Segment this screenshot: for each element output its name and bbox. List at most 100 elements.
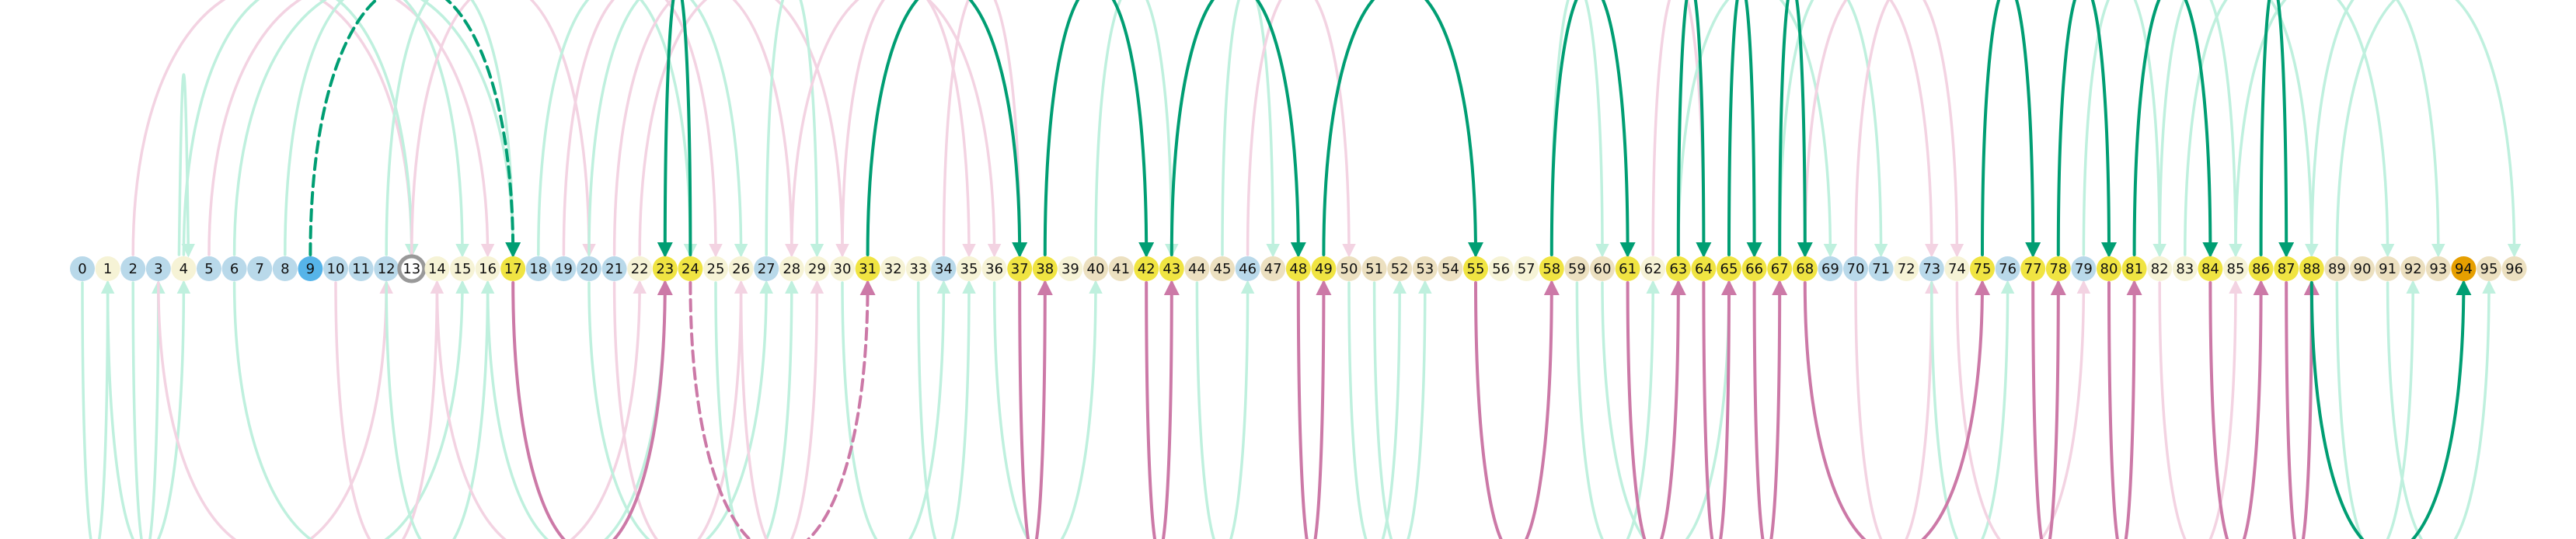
node-94[interactable]: 94 (2451, 256, 2477, 281)
node-90[interactable]: 90 (2350, 256, 2375, 281)
node-56[interactable]: 56 (1488, 256, 1514, 281)
node-22[interactable]: 22 (627, 256, 653, 281)
node-46[interactable]: 46 (1235, 256, 1260, 281)
node-7[interactable]: 7 (247, 256, 273, 281)
node-11[interactable]: 11 (348, 256, 374, 281)
node-48[interactable]: 48 (1285, 256, 1311, 281)
node-4[interactable]: 4 (171, 256, 197, 281)
node-28[interactable]: 28 (779, 256, 804, 281)
node-9[interactable]: 9 (298, 256, 323, 281)
node-82[interactable]: 82 (2147, 256, 2173, 281)
node-68[interactable]: 68 (1792, 256, 1818, 281)
node-0[interactable]: 0 (70, 256, 95, 281)
node-45[interactable]: 45 (1210, 256, 1235, 281)
node-49[interactable]: 49 (1311, 256, 1337, 281)
node-1[interactable]: 1 (95, 256, 120, 281)
node-52[interactable]: 52 (1387, 256, 1413, 281)
node-95[interactable]: 95 (2477, 256, 2501, 281)
node-20[interactable]: 20 (577, 256, 601, 281)
node-40[interactable]: 40 (1083, 256, 1108, 281)
node-21[interactable]: 21 (601, 256, 627, 281)
node-25[interactable]: 25 (703, 256, 728, 281)
node-65[interactable]: 65 (1717, 256, 1741, 281)
node-3[interactable]: 3 (145, 256, 171, 281)
node-36[interactable]: 36 (981, 256, 1007, 281)
node-66[interactable]: 66 (1741, 256, 1767, 281)
node-23[interactable]: 23 (652, 256, 678, 281)
node-42[interactable]: 42 (1134, 256, 1159, 281)
node-78[interactable]: 78 (2045, 256, 2071, 281)
node-63[interactable]: 63 (1665, 256, 1691, 281)
node-62[interactable]: 62 (1640, 256, 1666, 281)
node-15[interactable]: 15 (450, 256, 475, 281)
node-34[interactable]: 34 (931, 256, 957, 281)
node-74[interactable]: 74 (1944, 256, 1970, 281)
node-60[interactable]: 60 (1590, 256, 1615, 281)
node-75[interactable]: 75 (1970, 256, 1995, 281)
node-80[interactable]: 80 (2097, 256, 2121, 281)
node-73[interactable]: 73 (1919, 256, 1944, 281)
node-33[interactable]: 33 (905, 256, 931, 281)
node-6[interactable]: 6 (221, 256, 247, 281)
node-41[interactable]: 41 (1108, 256, 1134, 281)
node-85[interactable]: 85 (2223, 256, 2248, 281)
node-86[interactable]: 86 (2248, 256, 2274, 281)
node-27[interactable]: 27 (754, 256, 779, 281)
node-81[interactable]: 81 (2121, 256, 2147, 281)
node-5-circle (197, 256, 221, 281)
node-2[interactable]: 2 (120, 256, 146, 281)
node-64[interactable]: 64 (1691, 256, 1717, 281)
node-61[interactable]: 61 (1615, 256, 1640, 281)
node-88[interactable]: 88 (2299, 256, 2324, 281)
node-77[interactable]: 77 (2020, 256, 2046, 281)
node-23-circle (652, 256, 678, 281)
node-67[interactable]: 67 (1767, 256, 1793, 281)
node-32[interactable]: 32 (880, 256, 906, 281)
node-18[interactable]: 18 (525, 256, 551, 281)
node-14[interactable]: 14 (424, 256, 450, 281)
node-93[interactable]: 93 (2425, 256, 2451, 281)
node-16[interactable]: 16 (475, 256, 500, 281)
node-53[interactable]: 53 (1412, 256, 1438, 281)
node-55[interactable]: 55 (1463, 256, 1488, 281)
node-71[interactable]: 71 (1868, 256, 1894, 281)
node-83[interactable]: 83 (2172, 256, 2198, 281)
node-29[interactable]: 29 (804, 256, 830, 281)
node-58[interactable]: 58 (1539, 256, 1564, 281)
node-24[interactable]: 24 (678, 256, 703, 281)
node-87[interactable]: 87 (2274, 256, 2299, 281)
node-30[interactable]: 30 (830, 256, 855, 281)
node-39[interactable]: 39 (1058, 256, 1083, 281)
node-72[interactable]: 72 (1894, 256, 1919, 281)
node-12[interactable]: 12 (374, 256, 399, 281)
node-50[interactable]: 50 (1337, 256, 1361, 281)
node-19[interactable]: 19 (551, 256, 577, 281)
node-69[interactable]: 69 (1818, 256, 1843, 281)
node-89[interactable]: 89 (2324, 256, 2350, 281)
node-38[interactable]: 38 (1032, 256, 1058, 281)
node-13[interactable]: 13 (397, 254, 427, 283)
node-5[interactable]: 5 (197, 256, 221, 281)
node-54[interactable]: 54 (1438, 256, 1463, 281)
node-84[interactable]: 84 (2198, 256, 2223, 281)
node-label: 73 (1922, 261, 1940, 277)
node-31[interactable]: 31 (855, 256, 880, 281)
node-44[interactable]: 44 (1184, 256, 1210, 281)
node-70[interactable]: 70 (1843, 256, 1868, 281)
node-96[interactable]: 96 (2501, 256, 2527, 281)
node-79[interactable]: 79 (2071, 256, 2097, 281)
node-17[interactable]: 17 (500, 256, 526, 281)
node-57[interactable]: 57 (1514, 256, 1539, 281)
node-51[interactable]: 51 (1361, 256, 1387, 281)
node-91[interactable]: 91 (2375, 256, 2400, 281)
node-76[interactable]: 76 (1995, 256, 2020, 281)
node-37[interactable]: 37 (1007, 256, 1033, 281)
node-43[interactable]: 43 (1159, 256, 1184, 281)
node-10[interactable]: 10 (323, 256, 348, 281)
node-92[interactable]: 92 (2400, 256, 2426, 281)
node-59[interactable]: 59 (1564, 256, 1590, 281)
node-8[interactable]: 8 (272, 256, 298, 281)
node-35[interactable]: 35 (957, 256, 981, 281)
node-47[interactable]: 47 (1260, 256, 1286, 281)
node-26[interactable]: 26 (728, 256, 754, 281)
